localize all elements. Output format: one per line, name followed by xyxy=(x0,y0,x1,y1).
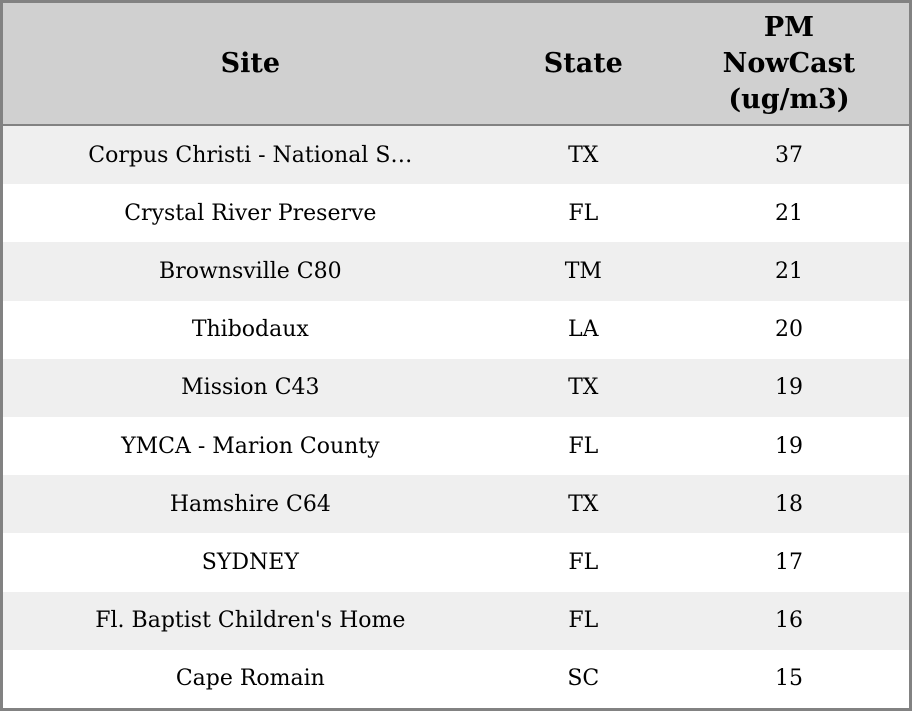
table-row: SYDNEY FL 17 xyxy=(3,533,909,592)
site-cell: Crystal River Preserve xyxy=(124,200,377,226)
state-cell: TM xyxy=(564,258,602,284)
table-row: Thibodaux LA 20 xyxy=(3,300,909,359)
pm-nowcast-table: Site State PM NowCast (ug/m3) Corpus Chr… xyxy=(3,3,909,708)
pm-nowcast-cell: 15 xyxy=(774,666,803,692)
table-row: Mission C43 TX 19 xyxy=(3,358,909,417)
column-header-pm-nowcast: PM NowCast (ug/m3) xyxy=(668,3,909,126)
site-cell: Thibodaux xyxy=(191,317,309,343)
state-cell: FL xyxy=(568,200,599,226)
table-row: Fl. Baptist Children's Home FL 16 xyxy=(3,591,909,650)
site-cell: YMCA - Marion County xyxy=(121,433,380,459)
pm-nowcast-cell: 19 xyxy=(774,433,803,459)
state-cell: FL xyxy=(568,433,599,459)
table-body: Corpus Christi - National S… TX 37 Cryst… xyxy=(3,125,909,708)
site-cell: Brownsville C80 xyxy=(159,258,342,284)
pm-nowcast-cell: 21 xyxy=(774,258,803,284)
state-cell: FL xyxy=(568,608,599,634)
table-row: Crystal River Preserve FL 21 xyxy=(3,184,909,243)
site-cell: Hamshire C64 xyxy=(169,491,331,517)
state-cell: LA xyxy=(568,317,599,343)
site-cell: Fl. Baptist Children's Home xyxy=(95,608,406,634)
table-row: Brownsville C80 TM 21 xyxy=(3,242,909,301)
site-cell: SYDNEY xyxy=(201,549,299,575)
pm-nowcast-cell: 17 xyxy=(774,549,803,575)
pm-nowcast-cell: 19 xyxy=(774,375,803,401)
state-cell: TX xyxy=(568,142,599,168)
table-header: Site State PM NowCast (ug/m3) xyxy=(3,3,909,126)
table-row: Corpus Christi - National S… TX 37 xyxy=(3,125,909,185)
state-cell: SC xyxy=(567,666,600,692)
state-cell: FL xyxy=(568,549,599,575)
pm-nowcast-cell: 18 xyxy=(774,491,803,517)
site-cell: Mission C43 xyxy=(181,375,320,401)
table-row: YMCA - Marion County FL 19 xyxy=(3,416,909,476)
table-row: Hamshire C64 TX 18 xyxy=(3,475,909,534)
pm-nowcast-cell: 37 xyxy=(774,142,803,168)
pm-nowcast-cell: 21 xyxy=(774,200,803,226)
table-row: Cape Romain SC 15 xyxy=(3,649,909,708)
header-row: Site State PM NowCast (ug/m3) xyxy=(3,3,909,126)
pm-nowcast-cell: 16 xyxy=(774,608,803,634)
state-cell: TX xyxy=(568,491,599,517)
site-cell: Cape Romain xyxy=(175,666,325,692)
site-cell: Corpus Christi - National S… xyxy=(88,142,413,168)
column-header-state: State xyxy=(497,3,669,126)
column-header-site: Site xyxy=(3,3,498,126)
pm-nowcast-cell: 20 xyxy=(774,317,803,343)
state-cell: TX xyxy=(568,375,599,401)
